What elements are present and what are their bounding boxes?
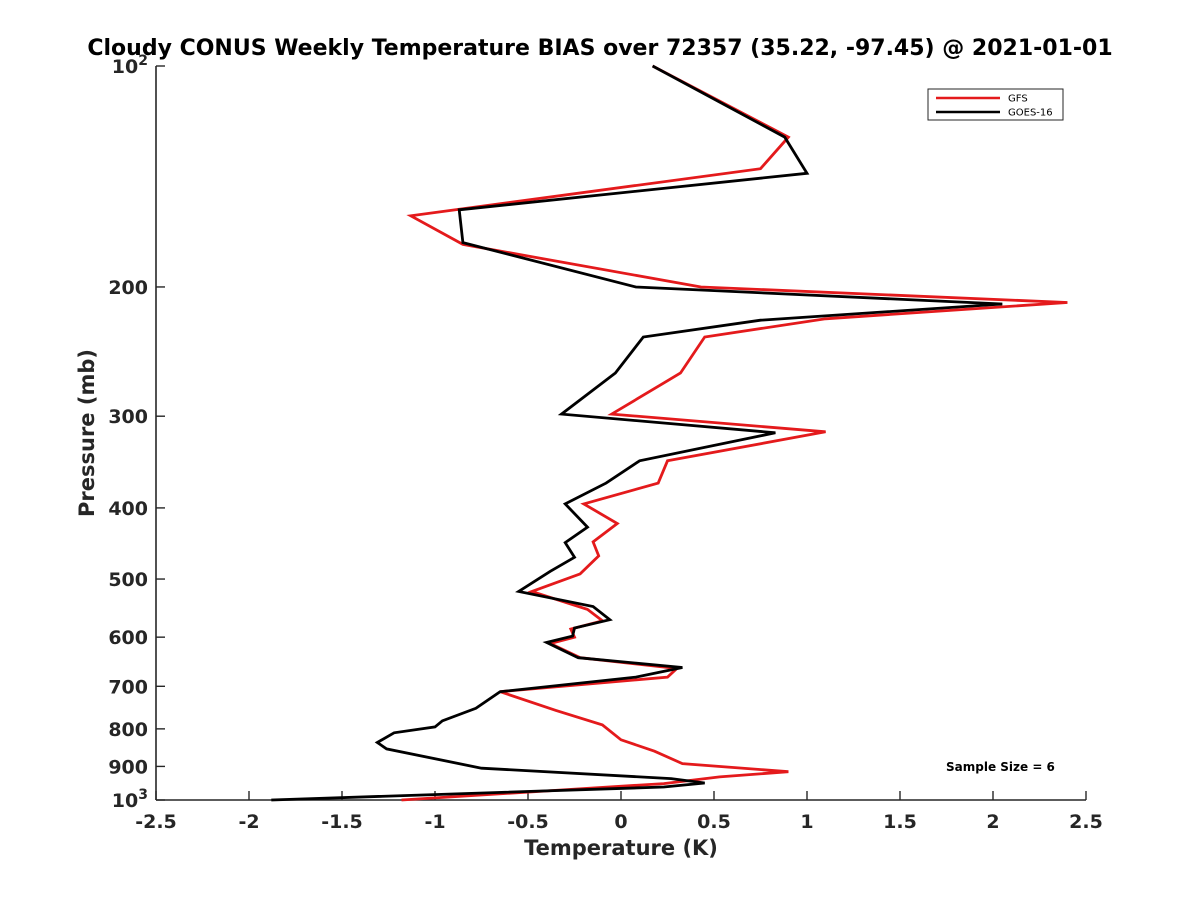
y-tick-label: 200 — [108, 277, 148, 299]
legend-box — [927, 88, 1064, 121]
y-tick-label: 102 — [112, 53, 148, 78]
y-tick-label: 600 — [108, 627, 148, 649]
series-line-gfs — [401, 64, 1068, 802]
y-tick-label: 400 — [108, 498, 148, 520]
y-axis-label: Pressure (mb) — [75, 349, 99, 517]
series-lines — [271, 64, 1068, 802]
y-tick-label: 300 — [108, 406, 148, 428]
x-tick-label: 0 — [614, 811, 627, 833]
x-axis-label: Temperature (K) — [524, 836, 718, 860]
plot-area — [155, 66, 1086, 801]
x-tick-label: 0.5 — [697, 811, 731, 833]
y-axis-ticks: 102 200 300 400 500 600 700 800 900 103 — [108, 53, 165, 812]
x-tick-label: -1.5 — [321, 811, 363, 833]
x-tick-label: 2.5 — [1069, 811, 1103, 833]
y-tick-label: 700 — [108, 676, 148, 698]
legend-label: GFS — [1008, 94, 1028, 105]
x-axis-ticks: -2.5 -2 -1.5 -1 -0.5 0 0.5 1 1.5 2 2.5 — [135, 791, 1103, 833]
x-tick-label: -0.5 — [507, 811, 549, 833]
x-tick-label: 1.5 — [883, 811, 917, 833]
y-tick-label: 900 — [108, 756, 148, 778]
x-tick-label: 2 — [986, 811, 999, 833]
legend: GFS GOES-16 — [927, 88, 1064, 121]
y-tick-label: 800 — [108, 719, 148, 741]
x-tick-label: -1 — [424, 811, 445, 833]
legend-label: GOES-16 — [1008, 108, 1053, 119]
x-tick-label: 1 — [800, 811, 813, 833]
x-tick-label: -2.5 — [135, 811, 177, 833]
y-tick-label: 103 — [112, 787, 148, 812]
series-line-goes-16 — [271, 64, 1003, 802]
y-tick-label: 500 — [108, 569, 148, 591]
sample-size-annotation: Sample Size = 6 — [946, 760, 1055, 774]
x-tick-label: -2 — [238, 811, 259, 833]
chart-title: Cloudy CONUS Weekly Temperature BIAS ove… — [87, 36, 1112, 61]
